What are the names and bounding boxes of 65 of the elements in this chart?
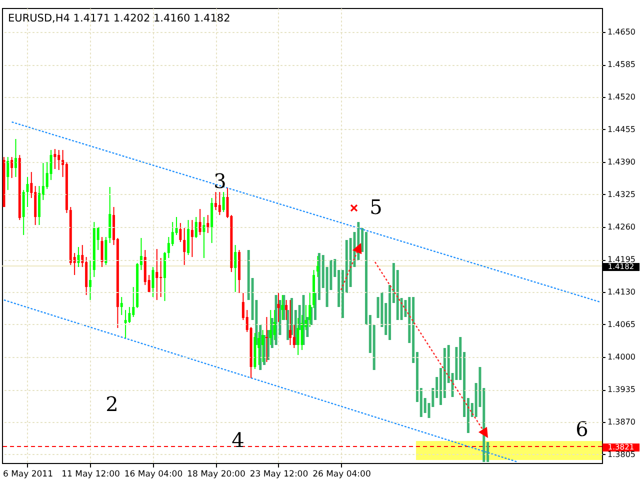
x-tick-label: 23 May 12:00 [250, 470, 308, 480]
x-tick-label: 18 May 20:00 [187, 470, 246, 480]
candlestick [160, 258, 162, 298]
candlestick [187, 220, 190, 256]
candlestick [38, 186, 41, 226]
candlestick [156, 248, 158, 300]
y-tick-label: 1.4260 [608, 222, 636, 232]
candlestick [14, 138, 17, 178]
annotation: 5 [370, 195, 382, 219]
candlestick [6, 156, 10, 190]
annotation: 4 [232, 428, 244, 452]
y-tick-label: 1.3935 [608, 385, 636, 394]
candlestick [104, 236, 108, 266]
y-tick-label: 1.4650 [608, 28, 636, 36]
y-tick-label: 1.4455 [608, 125, 636, 134]
candlestick [218, 192, 221, 216]
candlestick [308, 292, 312, 328]
candlestick [183, 228, 186, 266]
candlestick [194, 216, 198, 238]
chart-title: EURUSD,H4 1.4171 1.4202 1.4160 1.4182 [8, 12, 230, 24]
candlestick [100, 236, 104, 268]
candlestick [202, 216, 206, 258]
candlestick [316, 256, 319, 278]
annotation: 3 [214, 169, 226, 193]
y-tick-label: 1.4520 [608, 92, 636, 102]
y-tick-label: 1.4585 [608, 60, 636, 69]
candlestick [222, 192, 225, 212]
y-tick-label: 1.4130 [608, 288, 636, 296]
x-tick-label: 16 May 04:00 [124, 470, 183, 480]
candlestick [269, 310, 272, 346]
annotation: 2 [106, 392, 118, 416]
annotation: 6 [576, 417, 588, 441]
candlestick [190, 220, 194, 258]
x-tick-label: 6 May 2011 [2, 470, 54, 480]
candlestick [77, 246, 80, 268]
y-tick-label: 1.4390 [608, 158, 636, 166]
candlestick [54, 148, 56, 170]
candlestick [296, 318, 300, 356]
candlestick [124, 310, 127, 338]
candlestick [210, 198, 214, 244]
candlestick [88, 260, 92, 300]
candlestick [58, 150, 60, 170]
candlestick [120, 296, 123, 316]
y-tick-label: 1.3870 [608, 418, 636, 426]
candlestick [273, 310, 276, 340]
y-tick-label: 1.4195 [608, 255, 636, 264]
x-tick-label: 11 May 12:00 [62, 470, 120, 480]
candlestick [206, 214, 210, 234]
candlestick [288, 300, 292, 346]
candlestick [198, 208, 202, 236]
candlestick [292, 324, 296, 348]
candlestick [26, 176, 29, 208]
y-tick-label: 1.4325 [608, 190, 636, 199]
candlestick [265, 316, 268, 362]
x-tick-label: 26 May 04:00 [312, 470, 371, 480]
candlestick [152, 266, 154, 298]
y-tick-label: 1.4000 [608, 352, 636, 362]
y-tick-label: 1.3805 [608, 450, 636, 459]
candlestick [214, 192, 217, 210]
candlestick [108, 186, 112, 244]
candlestick [234, 244, 237, 292]
candlestick [179, 222, 182, 242]
y-tick-label: 1.4065 [608, 320, 636, 329]
candlestick [128, 306, 131, 324]
candlestick [10, 156, 14, 178]
